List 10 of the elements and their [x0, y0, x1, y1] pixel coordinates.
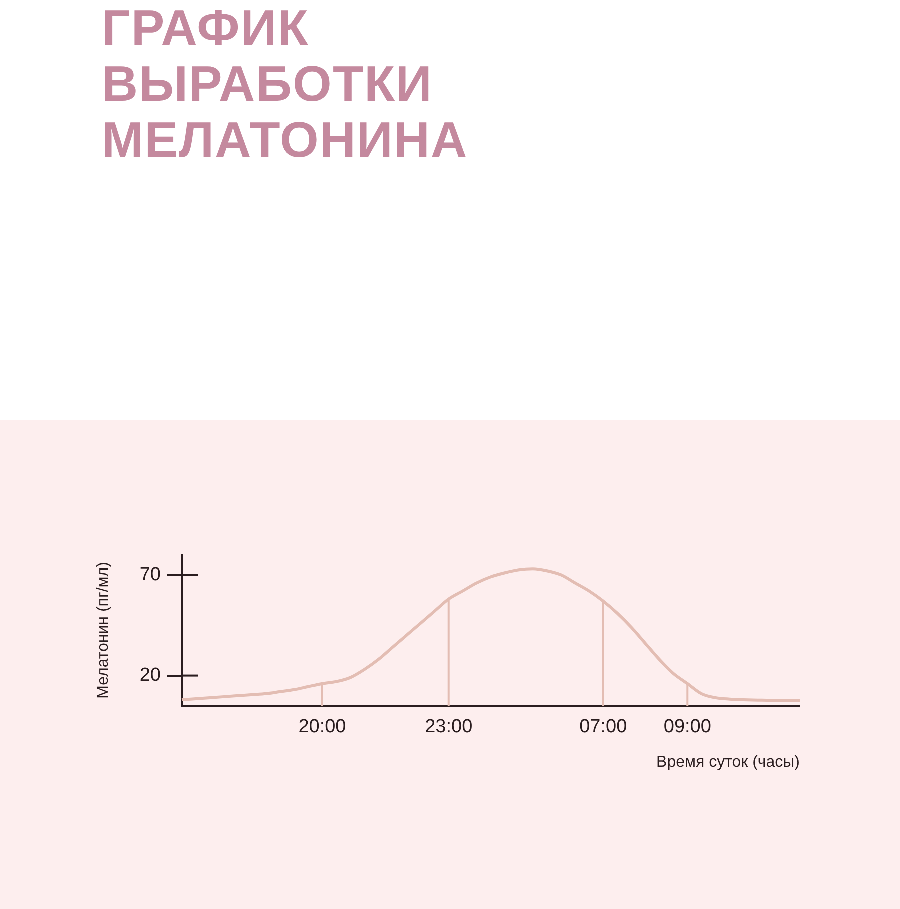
x-axis-title: Время суток (часы) [656, 754, 800, 771]
y-axis-title: Мелатонин (пг/мл) [95, 562, 112, 699]
x-tick-label: 23:00 [425, 716, 473, 738]
x-tick-label: 07:00 [580, 716, 628, 738]
y-tick-label: 70 [140, 564, 161, 586]
line-series [180, 568, 802, 702]
x-tick-label: 20:00 [298, 716, 346, 738]
y-tick-label: 20 [140, 665, 161, 686]
x-tick-label: 09:00 [664, 716, 712, 738]
chart-title: ГРАФИК ВЫРАБОТКИ МЕЛАТОНИНА [102, 0, 470, 168]
